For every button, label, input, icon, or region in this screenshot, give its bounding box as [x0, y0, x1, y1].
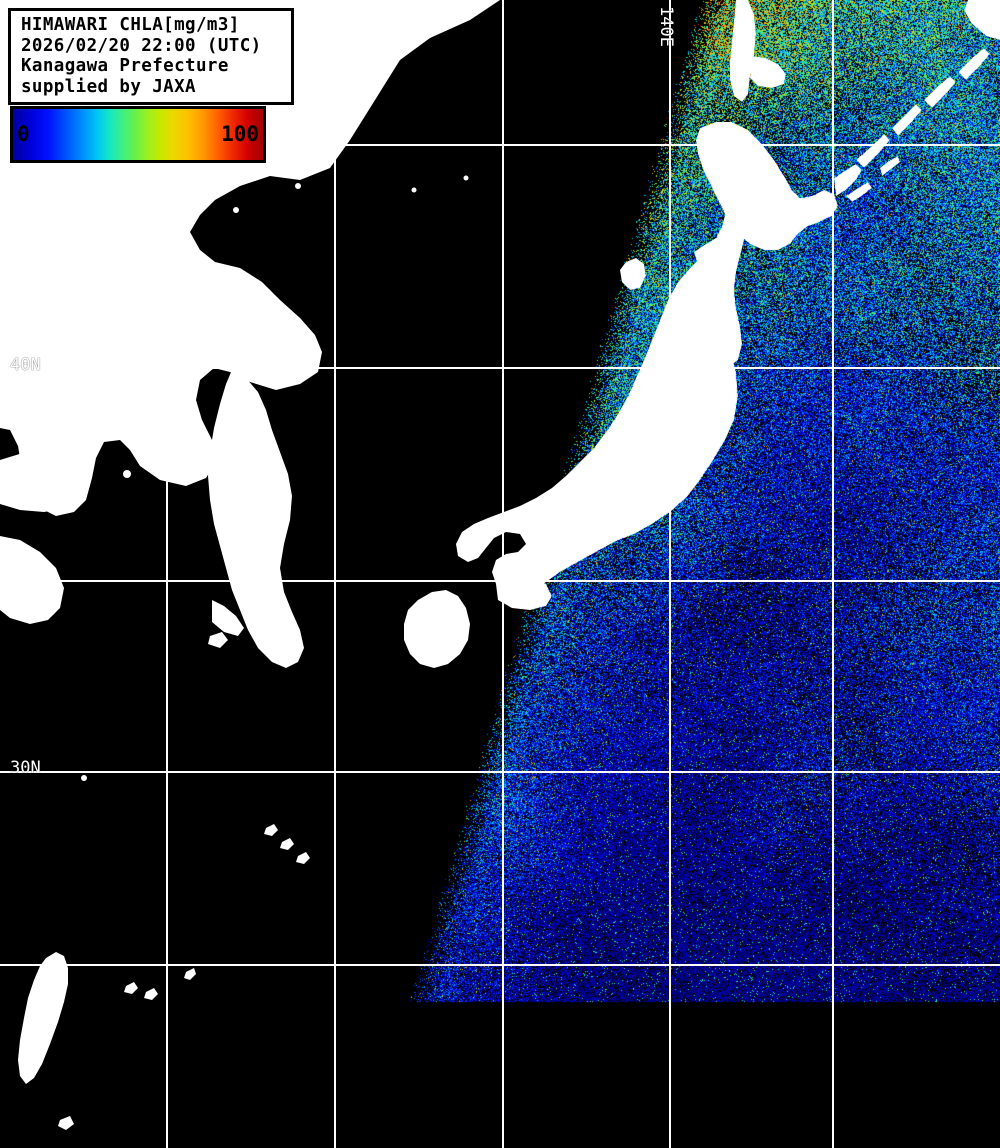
color-scale-min-label: 0 — [17, 122, 30, 146]
map-title-box: HIMAWARI CHLA[mg/m3] 2026/02/20 22:00 (U… — [8, 8, 294, 105]
title-line-datetime: 2026/02/20 22:00 (UTC) — [21, 35, 262, 56]
title-line-region: Kanagawa Prefecture — [21, 56, 229, 76]
title-line-source: supplied by JAXA — [21, 76, 196, 97]
color-scale-max-label: 100 — [221, 122, 259, 146]
graticule-label: 140E — [656, 6, 676, 47]
title-line-product: HIMAWARI CHLA[mg/m3] — [21, 15, 240, 35]
color-scale-gradient — [13, 109, 263, 160]
color-scale-legend: 0 100 — [10, 106, 266, 163]
graticule-label: 30N — [10, 758, 41, 778]
graticule-label: 40N — [10, 355, 41, 375]
